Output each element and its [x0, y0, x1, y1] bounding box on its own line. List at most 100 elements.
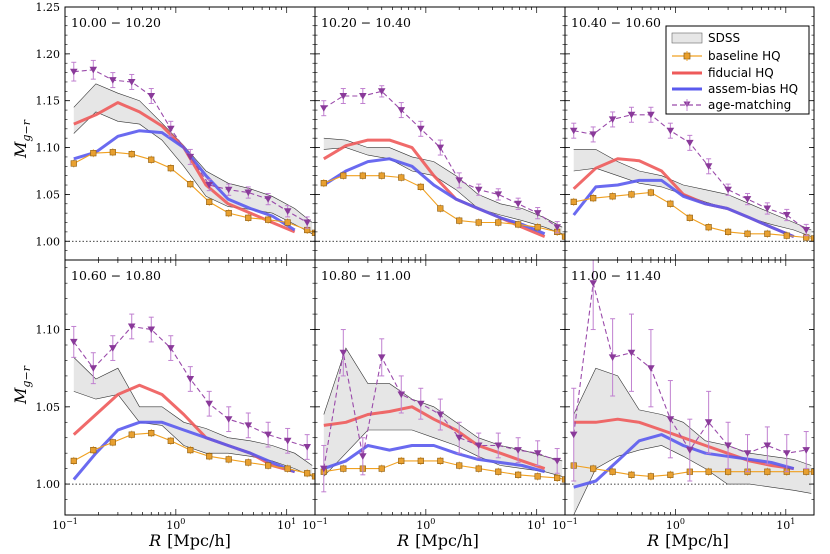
age-matching-marker	[743, 450, 752, 457]
age-matching-marker	[70, 68, 78, 76]
baseline-marker	[515, 221, 522, 228]
y-tick-label: 1.15	[36, 95, 61, 108]
fiducial-line	[323, 405, 546, 471]
baseline-marker	[109, 149, 116, 156]
age-matching-marker	[704, 163, 713, 170]
assem-bias-line	[322, 157, 546, 236]
y-tick-label: 1.20	[36, 48, 61, 61]
baseline-marker	[378, 172, 385, 179]
age-matching-marker	[320, 105, 328, 112]
legend-entry-fiducial: fiducial HQ	[672, 66, 774, 80]
panel-frame	[564, 259, 815, 516]
x-tick-label: 100	[666, 517, 685, 532]
age-matching-marker	[186, 376, 195, 383]
baseline-marker	[284, 465, 291, 472]
age-matching-marker	[264, 196, 272, 203]
sdss-band-lower-edge	[573, 445, 812, 515]
baseline-marker	[206, 453, 213, 460]
baseline-marker	[495, 468, 502, 475]
panel-frame	[64, 6, 316, 261]
age-matching-marker	[724, 442, 732, 450]
xlabel-col0: R [Mpc/h]	[148, 531, 231, 550]
y-tick-label: 1.05	[36, 188, 61, 201]
age-matching-marker	[397, 391, 406, 399]
baseline-marker	[70, 160, 77, 167]
y-tick-label: 1.00	[36, 478, 61, 491]
panel-plot-5	[315, 329, 565, 493]
baseline-marker	[265, 462, 272, 469]
age-matching-marker	[127, 323, 136, 331]
baseline-marker	[764, 230, 771, 237]
assem-bias-line	[73, 129, 296, 232]
baseline-marker	[495, 219, 502, 226]
age-matching-marker	[647, 365, 655, 372]
age-matching-marker	[608, 354, 617, 361]
baseline-marker	[417, 183, 424, 191]
baseline-marker	[398, 457, 405, 465]
age-matching-marker	[569, 127, 578, 135]
legend-label-assem: assem-bias HQ	[708, 82, 798, 96]
panel-plot-3	[565, 106, 814, 243]
baseline-line	[73, 432, 315, 477]
legend-swatch-sdss	[671, 32, 703, 44]
sdss-band-upper-edge	[573, 367, 812, 466]
baseline-marker	[311, 473, 315, 480]
panel-title: 10.40 − 10.60	[571, 15, 661, 30]
age-matching-marker	[397, 107, 406, 114]
age-matching-marker	[224, 186, 233, 194]
age-matching-marker	[455, 434, 463, 442]
baseline-marker	[284, 219, 291, 226]
x-tick-label: 101	[776, 517, 795, 532]
sdss-band-lower-edge	[73, 111, 313, 235]
age-matching-marker	[783, 450, 791, 457]
x-tick-label: 10−1	[302, 517, 328, 532]
axis-labels: Mg−r Mg−r R [Mpc/h] R [Mpc/h] R [Mpc/h]	[11, 119, 729, 550]
legend: SDSS baseline HQ fiducial HQ assem-bias …	[665, 25, 810, 115]
baseline-marker	[187, 181, 194, 188]
age-matching-marker	[627, 111, 636, 119]
sdss-band	[323, 138, 563, 234]
panel-plot-6	[565, 260, 814, 515]
baseline-marker	[534, 224, 541, 231]
assem-bias-line	[323, 444, 546, 474]
age-matching-marker	[686, 447, 694, 454]
x-tick-label: 100	[416, 517, 435, 532]
baseline-marker	[437, 457, 444, 465]
age-matching-marker	[417, 125, 425, 133]
baseline-marker	[148, 429, 155, 437]
legend-label-sdss: SDSS	[708, 31, 740, 45]
age-matching-marker	[89, 365, 98, 372]
panel-title: 10.80 − 11.00	[321, 268, 411, 283]
baseline-marker	[245, 459, 252, 466]
panel-title: 10.00 − 10.20	[71, 15, 161, 30]
age-matching-marker	[127, 79, 136, 86]
sdss-band	[73, 357, 313, 477]
age-matching-marker	[320, 465, 328, 473]
panel-2: 10.20 − 10.40	[314, 6, 566, 261]
baseline-marker	[590, 195, 597, 202]
age-matching-marker	[494, 442, 503, 450]
baseline-line	[73, 151, 315, 234]
age-matching-marker	[704, 419, 713, 426]
age-matching-marker	[514, 447, 522, 454]
baseline-marker	[609, 468, 616, 475]
y-tick-label: 1.00	[36, 235, 61, 248]
age-matching-marker	[474, 442, 483, 450]
age-matching-marker	[802, 227, 810, 234]
age-matching-marker	[205, 400, 213, 408]
sdss-band	[573, 149, 812, 237]
age-matching-marker	[514, 200, 522, 208]
baseline-marker	[724, 468, 732, 475]
baseline-line	[323, 460, 565, 481]
age-matching-marker	[666, 127, 675, 135]
baseline-marker	[647, 189, 655, 196]
baseline-marker	[609, 193, 616, 200]
ylabel-top: Mg−r	[11, 119, 33, 159]
y-tick-label: 1.25	[36, 1, 61, 14]
panel-title: 10.60 − 10.80	[71, 268, 161, 283]
age-matching-marker	[283, 208, 292, 215]
baseline-marker	[744, 230, 751, 237]
age-matching-marker	[553, 224, 561, 231]
assem-bias-line	[573, 433, 795, 489]
panel-1: 1.00 1.05 1.10 1.15 1.20 1.25 10.00 − 10.20	[36, 1, 316, 261]
